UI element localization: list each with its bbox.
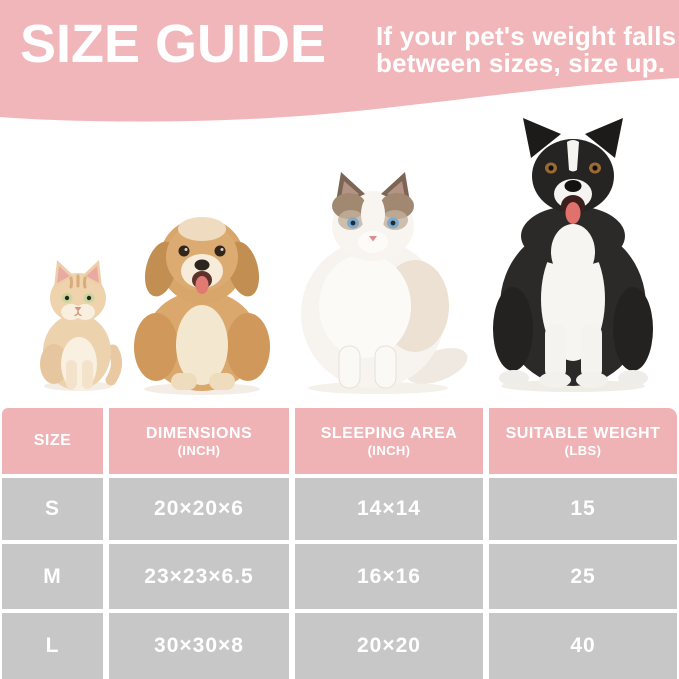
size-m-dimensions-cell: 23×23×6.5	[109, 544, 289, 609]
size-m-sleeping-area-cell: 16×16	[295, 544, 483, 609]
tan-puppy-image	[134, 217, 270, 395]
column-header-sub: (LBS)	[564, 442, 602, 458]
small-ginger-cat-image	[40, 260, 122, 391]
column-header-label: SIZE	[33, 432, 72, 450]
column-header-sub: (INCH)	[367, 442, 411, 458]
column-header-suitable-weight: SUITABLE WEIGHT (LBS)	[489, 408, 677, 474]
size-s-sleeping-area-cell: 14×14	[295, 478, 483, 540]
size-m-label-cell: M	[2, 544, 103, 609]
border-collie-dog-image	[493, 118, 653, 392]
size-m-weight-cell: 25	[489, 544, 677, 609]
page-title: SIZE GUIDE	[20, 14, 327, 74]
size-l-label-cell: L	[2, 613, 103, 679]
subtitle-line-2: between sizes, size up.	[376, 48, 666, 79]
column-header-sub: (INCH)	[177, 442, 221, 458]
size-l-weight-cell: 40	[489, 613, 677, 679]
size-guide-table: SIZE DIMENSIONS (INCH) SLEEPING AREA (IN…	[2, 408, 677, 679]
column-header-dimensions: DIMENSIONS (INCH)	[109, 408, 289, 474]
column-header-label: DIMENSIONS	[145, 424, 253, 442]
subtitle-line-1: If your pet's weight falls	[376, 21, 677, 51]
column-header-size: SIZE	[2, 408, 103, 474]
column-header-label: SLEEPING AREA	[320, 424, 458, 442]
size-s-dimensions-cell: 20×20×6	[109, 478, 289, 540]
size-s-weight-cell: 15	[489, 478, 677, 540]
column-header-label: SUITABLE WEIGHT	[505, 424, 661, 442]
size-l-sleeping-area-cell: 20×20	[295, 613, 483, 679]
header-subtitle: If your pet's weight falls between sizes…	[376, 21, 677, 79]
column-header-sleeping-area: SLEEPING AREA (INCH)	[295, 408, 483, 474]
size-s-label-cell: S	[2, 478, 103, 540]
pink-banner-wave	[0, 0, 679, 122]
size-l-dimensions-cell: 30×30×8	[109, 613, 289, 679]
white-ragdoll-cat-image	[301, 172, 468, 394]
